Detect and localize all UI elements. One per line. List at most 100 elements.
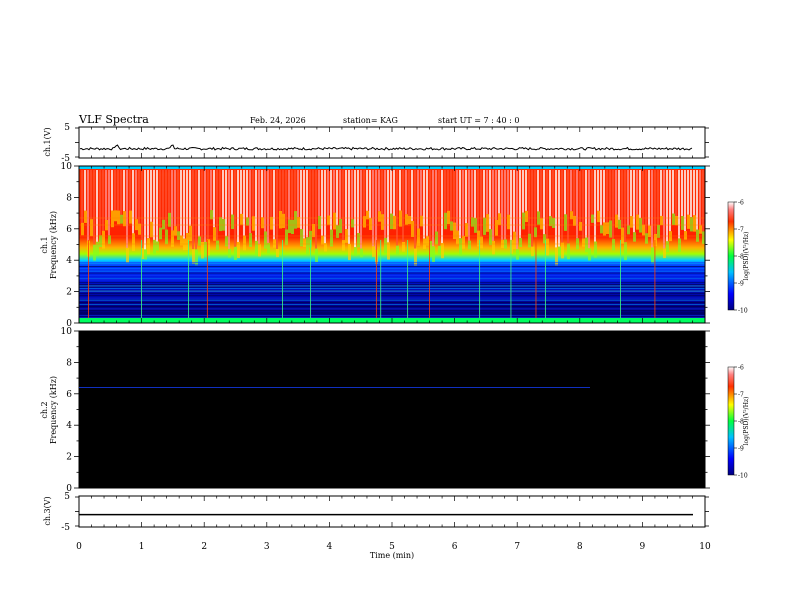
spectrogram-burst-tail xyxy=(240,213,243,225)
spectrogram-burst xyxy=(345,170,347,230)
spectrogram-burst-tail xyxy=(234,246,237,260)
spectrogram-burst-tail xyxy=(603,222,606,236)
spectrogram-burst xyxy=(684,170,686,232)
ch1-ytick-top: 5 xyxy=(64,123,70,133)
spectrogram-burst xyxy=(219,170,221,218)
x-tick-label: 7 xyxy=(514,542,520,552)
spectrogram-burst-tail xyxy=(294,211,297,229)
spectrogram-burst xyxy=(447,170,449,211)
spectrogram-burst xyxy=(498,170,500,214)
ch2-spectrogram-ytick-labels: 0 2 4 6 8 10 xyxy=(61,327,73,494)
spectrogram-burst-tail xyxy=(279,210,282,229)
spectrogram-burst xyxy=(624,170,626,243)
y-tick-label: 0 xyxy=(66,484,72,494)
spectrogram-burst-tail xyxy=(681,216,684,230)
spectrogram-burst xyxy=(654,170,656,234)
spectrogram-burst-tail xyxy=(102,230,105,249)
spectrogram-burst xyxy=(114,170,116,211)
spectrogram-burst xyxy=(318,170,320,216)
ch1-colorbar xyxy=(727,201,735,311)
spectrogram-burst xyxy=(585,170,587,238)
spectrogram-burst-tail xyxy=(411,220,414,238)
spectrogram-burst xyxy=(657,170,659,225)
spectrogram-burst xyxy=(132,170,134,234)
spectrogram-burst-tail xyxy=(549,216,552,227)
ch3-waveform-ticks xyxy=(75,496,709,527)
spectrogram-burst-tail xyxy=(309,230,312,248)
spectrogram-burst-tail xyxy=(228,248,231,258)
spectrogram-burst-tail xyxy=(633,232,636,242)
spectrogram-burst xyxy=(387,170,389,243)
spectrogram-burst-tail xyxy=(474,218,477,233)
spectrogram-burst-tail xyxy=(246,217,249,226)
spectrogram-burst xyxy=(354,170,356,248)
figure-title: VLF Spectra xyxy=(78,113,149,126)
spectrogram-burst xyxy=(213,170,215,228)
spectrogram-burst-tail xyxy=(498,213,501,225)
spectrogram-burst xyxy=(558,170,560,247)
spectrogram-burst-tail xyxy=(162,219,165,230)
spectrogram-burst-tail xyxy=(561,242,564,259)
spectrogram-burst xyxy=(279,170,281,211)
spectrogram-burst-tail xyxy=(621,227,624,244)
spectrogram-burst xyxy=(258,170,260,245)
spectrogram-burst xyxy=(366,170,368,211)
spectrogram-burst-tail xyxy=(264,231,267,249)
spectrogram-burst-tail xyxy=(243,235,246,251)
x-tick-label: 6 xyxy=(452,542,458,552)
spectrogram-burst-tail xyxy=(192,249,195,264)
spectrogram-burst-tail xyxy=(630,216,633,228)
spectrogram-burst-tail xyxy=(591,214,594,223)
spectrogram-burst-tail xyxy=(672,213,675,225)
spectrogram-burst-tail xyxy=(417,228,420,246)
spectrogram-burst xyxy=(507,170,509,215)
spectrogram-burst-tail xyxy=(399,210,402,227)
spectrogram-burst xyxy=(93,170,95,245)
spectrogram-burst-tail xyxy=(366,210,369,220)
spectrogram-burst-tail xyxy=(318,215,321,230)
spectrogram-burst xyxy=(267,170,269,243)
spectrogram-burst xyxy=(477,170,479,231)
spectrogram-burst xyxy=(174,170,176,227)
colorbar-tick-label: -10 xyxy=(738,473,748,480)
ch3-waveform-panel: 5 -5 ch.3(V) xyxy=(43,492,709,533)
spectrogram-burst xyxy=(411,170,413,221)
spectrogram-burst-tail xyxy=(141,247,144,260)
spectrogram-burst-tail xyxy=(450,221,453,231)
spectrogram-burst-tail xyxy=(495,219,498,236)
spectrogram-burst-tail xyxy=(582,238,585,247)
spectrogram-burst-tail xyxy=(327,215,330,225)
ch3-ytick-top: 5 xyxy=(64,492,70,502)
spectrogram-burst xyxy=(159,170,161,228)
ch1-spectrogram-impulse-lines xyxy=(87,240,656,323)
x-tick-label: 9 xyxy=(640,542,646,552)
spectrogram-burst xyxy=(276,170,278,249)
spectrogram-burst xyxy=(291,170,293,220)
spectrogram-burst-tail xyxy=(297,217,300,228)
spectrogram-burst xyxy=(591,170,593,215)
spectrogram-burst xyxy=(627,170,629,226)
ch1-waveform-ylabel: ch.1(V) xyxy=(43,127,52,156)
spectrogram-burst-tail xyxy=(660,215,663,226)
spectrogram-burst-tail xyxy=(339,219,342,234)
ch1-spectrogram-ticks xyxy=(74,165,710,324)
spectrogram-burst xyxy=(99,170,101,236)
spectrogram-burst xyxy=(255,170,257,241)
spectrogram-burst-tail xyxy=(114,210,117,222)
spectrogram-burst xyxy=(309,170,311,231)
spectrogram-burst xyxy=(606,170,608,223)
spectrogram-burst-tail xyxy=(543,234,546,244)
spectrogram-burst-tail xyxy=(438,245,441,254)
spectrogram-burst-tail xyxy=(120,214,123,224)
spectrogram-burst-tail xyxy=(354,247,357,256)
spectrogram-burst xyxy=(396,170,398,246)
spectrogram-burst-tail xyxy=(552,218,555,228)
spectrogram-burst-tail xyxy=(486,214,489,232)
ch1-waveform-frame xyxy=(78,126,706,159)
spectrogram-burst xyxy=(294,170,296,212)
spectrogram-burst-tail xyxy=(249,233,252,247)
colorbar-tick-label: -6 xyxy=(738,200,744,207)
spectrogram-burst-tail xyxy=(564,214,567,231)
spectrogram-burst xyxy=(300,170,302,230)
spectrogram-burst xyxy=(147,170,149,239)
